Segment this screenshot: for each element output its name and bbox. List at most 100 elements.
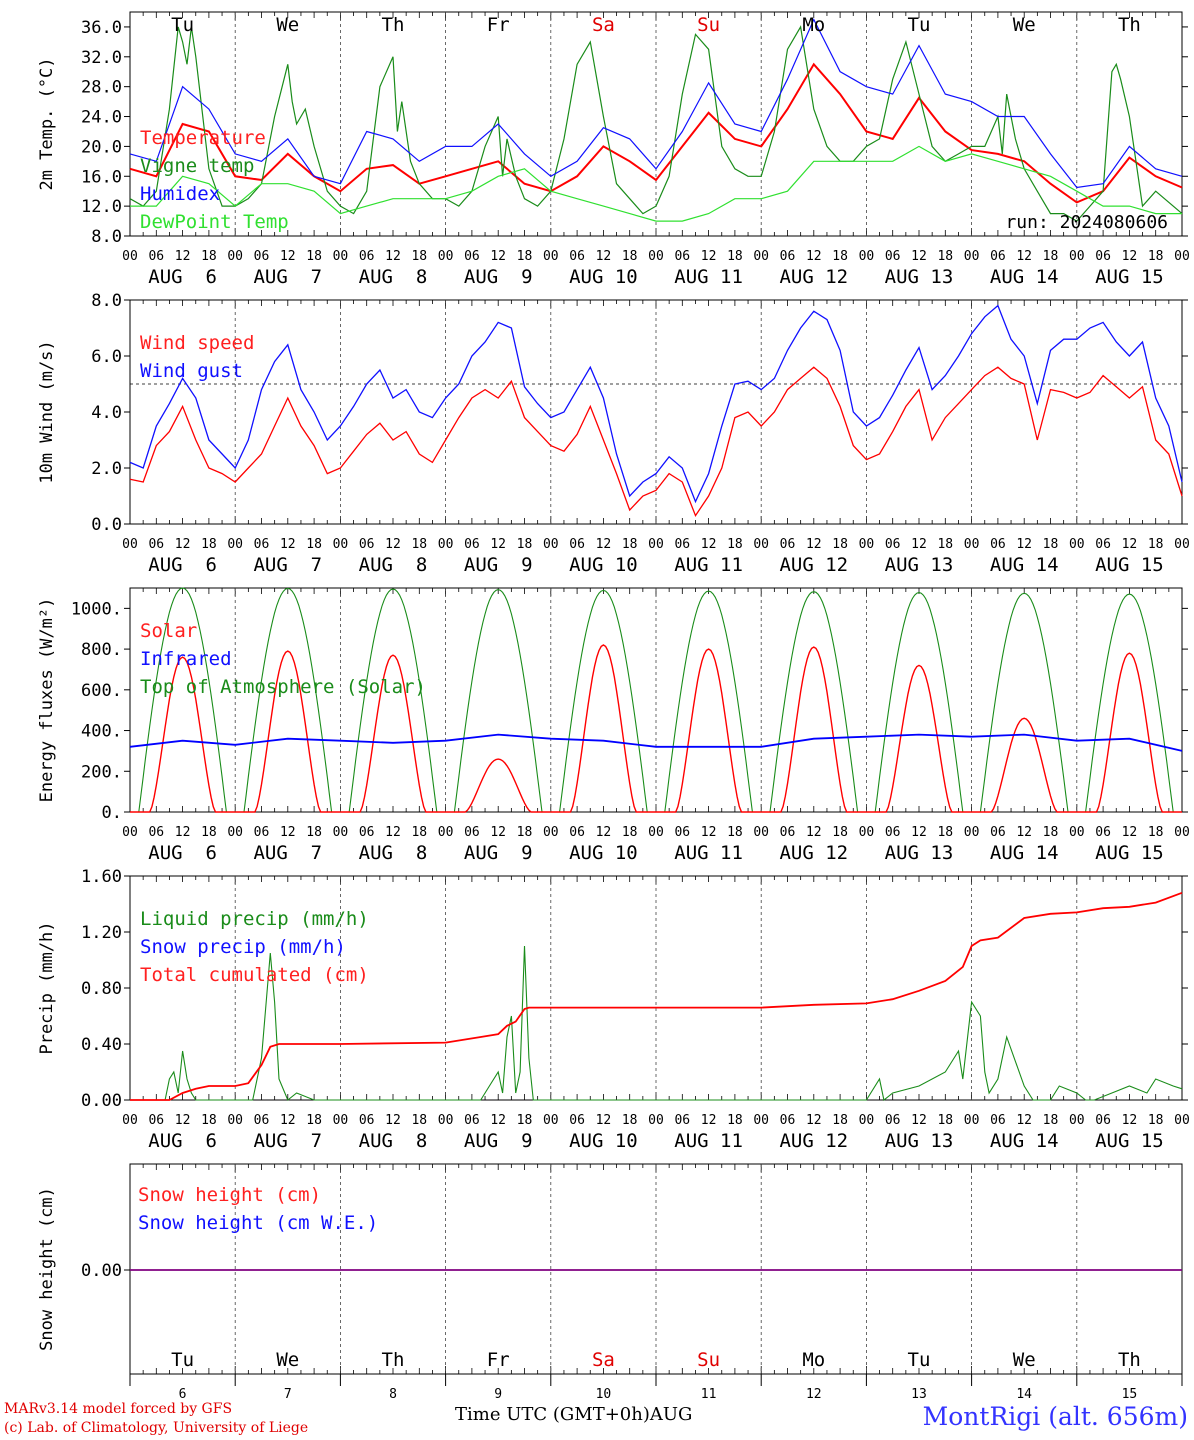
x-axis-title: Time UTC (GMT+0h)AUG: [455, 1404, 693, 1425]
hour-tick-label: 06: [780, 249, 796, 264]
legend-entry: Liquid precip (mm/h): [140, 908, 369, 930]
y-axis-label: Precip (mm/h): [37, 921, 57, 1054]
hour-tick-label: 12: [490, 537, 506, 552]
legend-entry: Humidex: [140, 183, 220, 205]
hour-tick-label: 06: [254, 825, 270, 840]
hour-tick-label: 12: [911, 249, 927, 264]
hour-tick-label: 18: [411, 1113, 427, 1128]
hour-tick-label: 00: [122, 1113, 138, 1128]
hour-tick-label: 12: [1122, 1113, 1138, 1128]
y-axis-label: 10m Wind (m/s): [37, 340, 57, 483]
y-axis-label: Energy fluxes (W/m²): [37, 598, 57, 803]
hour-tick-label: 12: [596, 825, 612, 840]
toa-solar-line: [761, 591, 867, 813]
hour-tick-label: 00: [648, 249, 664, 264]
day-number-label: 13: [911, 1387, 927, 1402]
day-label: Sa: [592, 1349, 615, 1371]
date-label: AUG 14: [990, 266, 1059, 288]
date-label: AUG 10: [569, 842, 638, 864]
date-label: AUG 8: [359, 266, 428, 288]
day-label: We: [1013, 1349, 1036, 1371]
panel-frame: [129, 11, 1183, 237]
hour-tick-label: 00: [964, 249, 980, 264]
date-label: AUG 7: [253, 266, 322, 288]
hour-tick-label: 00: [1174, 249, 1190, 264]
date-label: AUG 8: [359, 554, 428, 576]
y-tick-label: 4.0: [91, 403, 122, 423]
date-label: AUG 15: [1095, 554, 1164, 576]
hour-tick-label: 12: [701, 1113, 717, 1128]
hour-tick-label: 12: [806, 537, 822, 552]
wind-series-line: [129, 304, 1183, 504]
legend-entry: Infrared: [140, 648, 232, 670]
hour-tick-label: 06: [464, 249, 480, 264]
hour-tick-label: 06: [148, 825, 164, 840]
hour-tick-label: 12: [175, 537, 191, 552]
legend-entry: Snow height (cm): [138, 1184, 321, 1206]
hour-tick-label: 00: [753, 825, 769, 840]
hour-tick-label: 12: [1122, 249, 1138, 264]
hour-tick-label: 12: [385, 537, 401, 552]
hour-tick-label: 12: [280, 537, 296, 552]
day-label: Th: [382, 1349, 405, 1371]
hour-tick-label: 06: [674, 1113, 690, 1128]
day-label: Fr: [487, 14, 510, 36]
hour-tick-label: 12: [1016, 537, 1032, 552]
hour-tick-label: 18: [411, 825, 427, 840]
hour-tick-label: 00: [753, 1113, 769, 1128]
hour-tick-label: 12: [911, 825, 927, 840]
hour-tick-label: 06: [885, 249, 901, 264]
hour-tick-label: 12: [175, 1113, 191, 1128]
y-tick-label: 1.60: [81, 867, 122, 887]
hour-tick-label: 06: [990, 825, 1006, 840]
hour-tick-label: 00: [753, 537, 769, 552]
hour-tick-label: 18: [832, 825, 848, 840]
hour-tick-label: 00: [1174, 537, 1190, 552]
day-label: Tu: [908, 14, 931, 36]
hour-tick-label: 06: [359, 1113, 375, 1128]
hour-tick-label: 06: [359, 249, 375, 264]
day-label: Th: [1118, 14, 1141, 36]
y-tick-label: 0.00: [81, 1091, 122, 1111]
hour-tick-label: 00: [1174, 1113, 1190, 1128]
temp-series-line: [130, 145, 1182, 222]
hour-tick-label: 00: [333, 825, 349, 840]
date-label: AUG 13: [885, 554, 954, 576]
legend-entry: Total cumulated (cm): [140, 964, 369, 986]
day-label: We: [276, 1349, 299, 1371]
hour-tick-label: 18: [1043, 249, 1059, 264]
toa-solar-line: [235, 587, 341, 813]
hour-tick-label: 18: [937, 537, 953, 552]
day-label: Su: [697, 1349, 720, 1371]
hour-tick-label: 00: [859, 249, 875, 264]
temp-series-line: [129, 18, 1183, 189]
date-label: AUG 15: [1095, 266, 1164, 288]
hour-tick-label: 18: [306, 249, 322, 264]
toa-solar-line: [130, 587, 236, 813]
hour-tick-label: 18: [1043, 1113, 1059, 1128]
date-label: AUG 7: [253, 1130, 322, 1152]
day-number-label: 9: [494, 1387, 502, 1402]
y-tick-label: 0.40: [81, 1035, 122, 1055]
hour-tick-label: 00: [648, 537, 664, 552]
solar-line: [445, 758, 551, 813]
hour-tick-label: 18: [622, 249, 638, 264]
day-label: Th: [382, 14, 405, 36]
hour-tick-label: 12: [1016, 249, 1032, 264]
y-tick-label: 16.0: [81, 167, 122, 187]
y-tick-label: 28.0: [81, 78, 122, 98]
y-tick-label: 12.0: [81, 197, 122, 217]
hour-tick-label: 18: [201, 1113, 217, 1128]
solar-line: [761, 646, 867, 813]
hour-tick-label: 18: [937, 249, 953, 264]
hour-tick-label: 00: [859, 825, 875, 840]
hour-tick-label: 18: [1148, 249, 1164, 264]
date-label: AUG 9: [464, 266, 533, 288]
panel-frame: [129, 587, 1183, 813]
hour-tick-label: 06: [1095, 249, 1111, 264]
hour-tick-label: 06: [1095, 1113, 1111, 1128]
hour-tick-label: 00: [543, 1113, 559, 1128]
hour-tick-label: 12: [1016, 825, 1032, 840]
hour-tick-label: 00: [438, 1113, 454, 1128]
hour-tick-label: 18: [1043, 825, 1059, 840]
